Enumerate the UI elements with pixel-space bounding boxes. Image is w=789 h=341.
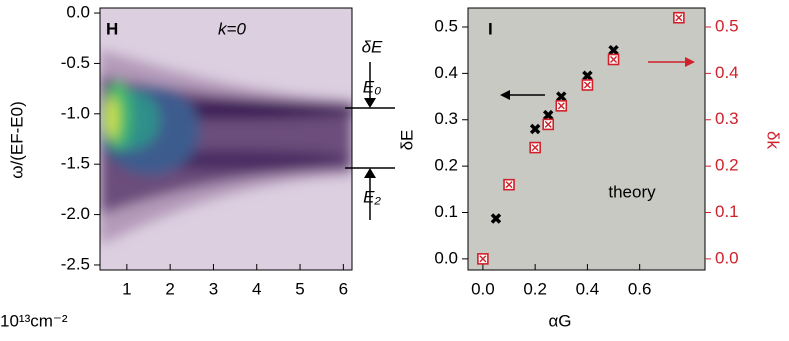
y-tick-label: -2.0: [61, 204, 90, 223]
marker-cross: [505, 181, 513, 189]
data-point: [582, 70, 593, 81]
x-tick-label: 6: [339, 279, 348, 298]
data-point: [542, 118, 555, 131]
y2-tick-label: 0.4: [715, 63, 739, 82]
annotation: theory: [608, 182, 656, 201]
arrow-head: [364, 98, 376, 178]
data-point: [542, 109, 554, 121]
y-tick-label: 0.0: [434, 248, 458, 267]
x-tick-label: 4: [252, 279, 261, 298]
y-tick-label: -1.5: [61, 154, 90, 173]
marker-cross: [544, 120, 552, 128]
y2-tick-label: 0.5: [715, 16, 739, 35]
y-tick-label: 0.2: [434, 156, 458, 175]
marker-cross: [582, 70, 593, 81]
marker-cross: [583, 81, 591, 89]
y-axis-label: δE: [397, 130, 416, 151]
x-tick-label: 2: [165, 279, 174, 298]
data-point: [529, 141, 541, 154]
y2-tick-label: 0.0: [715, 248, 739, 267]
marker-cross: [479, 255, 487, 263]
y-tick-label: -2.5: [61, 254, 90, 273]
x-tick-label: 0.2: [523, 279, 547, 298]
marker-label: E₂: [363, 187, 381, 206]
annotation: k=0: [218, 19, 246, 38]
marker-cross: [610, 55, 618, 63]
x-tick-label: 0.6: [628, 279, 652, 298]
data-point: [581, 79, 594, 91]
marker-label: E₀: [363, 77, 382, 96]
data-point: [673, 11, 685, 24]
marker-cross: [675, 14, 683, 22]
y2-axis-label: δk: [764, 131, 783, 149]
marker-cross: [531, 144, 539, 152]
marker-cross: [529, 123, 541, 135]
y-tick-label: 0.0: [66, 3, 90, 22]
data-point: [529, 123, 541, 135]
marker-cross: [542, 109, 554, 121]
heatmap-image: [100, 8, 352, 270]
data-point: [490, 213, 502, 224]
y-tick-label: -1.0: [61, 103, 90, 122]
axis-arrows: [500, 57, 695, 100]
y-axis-label: ω/(EF-E0): [7, 101, 26, 179]
marker-cross: [557, 102, 565, 110]
marker-cross: [556, 91, 567, 102]
x-axis-label: 10¹³cm⁻²: [0, 311, 68, 330]
panel-label: H: [106, 19, 118, 38]
data-point: [556, 91, 567, 102]
y-tick-label: 0.5: [434, 16, 458, 35]
x-tick-label: 3: [209, 279, 218, 298]
y2-tick-label: 0.3: [715, 109, 739, 128]
marker-cross: [490, 213, 502, 224]
marker-cross: [608, 44, 619, 56]
data-point: [555, 100, 568, 112]
x-tick-label: 5: [295, 279, 304, 298]
y-tick-label: 0.3: [434, 109, 458, 128]
y-tick-label: 0.1: [434, 202, 458, 221]
y2-tick-label: 0.1: [715, 202, 739, 221]
x-tick-label: 1: [122, 279, 131, 298]
data-point: [503, 178, 515, 191]
y-tick-label: 0.4: [434, 63, 458, 82]
data-point: [477, 253, 489, 265]
plot-frame: [467, 7, 706, 271]
y-tick-label: -0.5: [61, 53, 90, 72]
marker-label: δE: [362, 37, 383, 56]
plot-frame: [99, 7, 353, 271]
x-axis-label: αG: [548, 311, 571, 330]
data-point: [607, 53, 620, 66]
x-tick-label: 0.4: [576, 279, 600, 298]
data-point: [608, 44, 619, 56]
x-tick-label: 0.0: [471, 279, 495, 298]
y2-tick-label: 0.2: [715, 156, 739, 175]
panel-label: I: [488, 19, 493, 38]
